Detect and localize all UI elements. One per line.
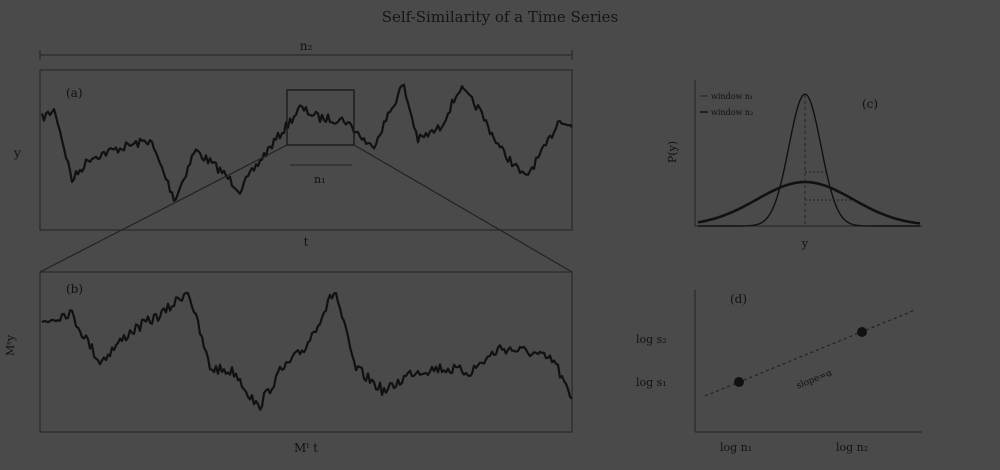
xtick-log-n2: log n₂ (836, 441, 868, 454)
distribution-curve-n2 (697, 180, 921, 225)
panel-b-xlabel: Mᵗ t (294, 441, 318, 455)
panel-b-label: (b) (66, 282, 83, 296)
panel-b-frame (39, 271, 573, 433)
legend-entry-n1: window n₁ (711, 92, 753, 101)
ytick-log-s1: log s₁ (636, 376, 667, 389)
legend-entry-n2: window n₂ (711, 108, 753, 117)
point-n1 (734, 377, 744, 387)
panel-a-ylabel: y (13, 146, 21, 160)
distribution-curve-n1 (698, 93, 920, 227)
panel-c-label: (c) (862, 97, 878, 111)
panel-c-ylabel: P(y) (666, 141, 679, 163)
panel-b-ylabel: Mˢy (4, 334, 17, 356)
panel-a-frame (39, 69, 573, 231)
panel-d-label: (d) (730, 292, 747, 306)
series-a-trace (40, 83, 573, 202)
panel-b: (b) Mˢy Mᵗ t (4, 271, 573, 455)
panel-a: n₂ (a) y t n₁ (13, 39, 573, 249)
zoom-connector-right (353, 144, 573, 273)
zoom-connector-left (39, 144, 288, 273)
figure-title: Self-Similarity of a Time Series (381, 8, 619, 26)
point-n2 (857, 327, 867, 337)
ytick-log-s2: log s₂ (636, 333, 667, 346)
slope-label: slope=α (795, 368, 834, 391)
series-b-trace (41, 291, 573, 411)
panel-c-xlabel: y (801, 237, 809, 250)
n2-scale-label: n₂ (300, 39, 313, 53)
panel-a-xlabel: t (304, 235, 309, 249)
panel-c: P(y) y (c) window n₁ window n₂ (666, 80, 922, 250)
xtick-log-n1: log n₁ (720, 441, 752, 454)
panel-d: (d) log s₂ log s₁ log n₁ log n₂ slope=α (636, 290, 922, 454)
n1-scale-label: n₁ (314, 173, 326, 186)
zoom-window-box (286, 89, 355, 146)
panel-a-label: (a) (66, 86, 83, 100)
